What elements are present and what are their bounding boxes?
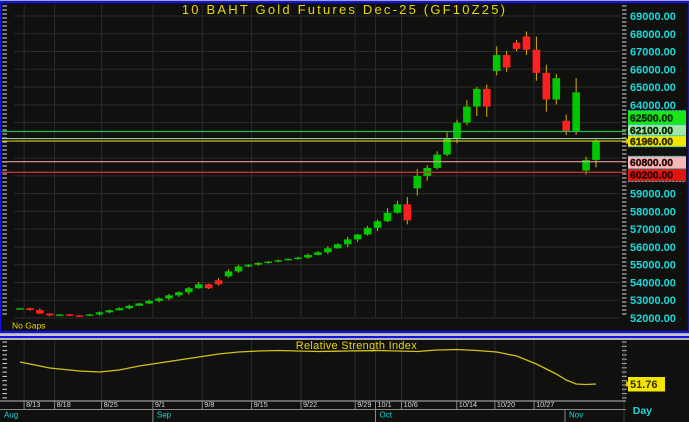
- svg-text:9/1: 9/1: [155, 400, 165, 409]
- svg-text:10/14: 10/14: [459, 400, 477, 409]
- svg-text:57000.00: 57000.00: [630, 224, 676, 236]
- svg-text:67000.00: 67000.00: [630, 47, 676, 59]
- svg-text:10/27: 10/27: [536, 400, 554, 409]
- svg-text:66000.00: 66000.00: [630, 64, 676, 76]
- svg-text:64000.00: 64000.00: [630, 100, 676, 112]
- svg-text:69000.00: 69000.00: [630, 11, 676, 23]
- svg-text:10/1: 10/1: [378, 400, 392, 409]
- svg-text:9/22: 9/22: [303, 400, 317, 409]
- svg-text:53000.00: 53000.00: [630, 295, 676, 307]
- svg-text:Relative Strength Index: Relative Strength Index: [296, 340, 417, 352]
- svg-text:9/15: 9/15: [254, 400, 268, 409]
- svg-text:Oct: Oct: [380, 411, 393, 420]
- svg-text:10/20: 10/20: [497, 400, 515, 409]
- svg-text:59000.00: 59000.00: [630, 189, 676, 201]
- svg-text:58000.00: 58000.00: [630, 206, 676, 218]
- svg-text:52000.00: 52000.00: [630, 313, 676, 325]
- svg-text:60200.00: 60200.00: [630, 171, 673, 182]
- svg-text:8/13: 8/13: [26, 400, 40, 409]
- svg-text:55000.00: 55000.00: [630, 260, 676, 272]
- svg-text:8/18: 8/18: [57, 400, 71, 409]
- svg-text:9/29: 9/29: [357, 400, 371, 409]
- svg-text:62100.00: 62100.00: [630, 126, 673, 137]
- svg-text:68000.00: 68000.00: [630, 29, 676, 41]
- svg-text:Aug: Aug: [4, 411, 18, 420]
- svg-text:54000.00: 54000.00: [630, 278, 676, 290]
- svg-text:65000.00: 65000.00: [630, 82, 676, 94]
- svg-text:62500.00: 62500.00: [630, 113, 673, 124]
- svg-text:9/8: 9/8: [204, 400, 214, 409]
- svg-text:Sep: Sep: [157, 411, 172, 420]
- svg-text:51.76: 51.76: [630, 379, 658, 391]
- svg-text:10/6: 10/6: [404, 400, 418, 409]
- svg-text:Nov: Nov: [569, 411, 583, 420]
- svg-text:8/25: 8/25: [104, 400, 118, 409]
- svg-text:Day: Day: [633, 405, 652, 417]
- svg-text:No Gaps: No Gaps: [12, 321, 46, 331]
- svg-text:56000.00: 56000.00: [630, 242, 676, 254]
- svg-text:61960.00: 61960.00: [630, 137, 673, 148]
- svg-text:10 BAHT Gold Futures Dec-2: 10 BAHT Gold Futures Dec-25 (GF10Z25): [182, 2, 507, 17]
- svg-text:60800.00: 60800.00: [630, 158, 673, 169]
